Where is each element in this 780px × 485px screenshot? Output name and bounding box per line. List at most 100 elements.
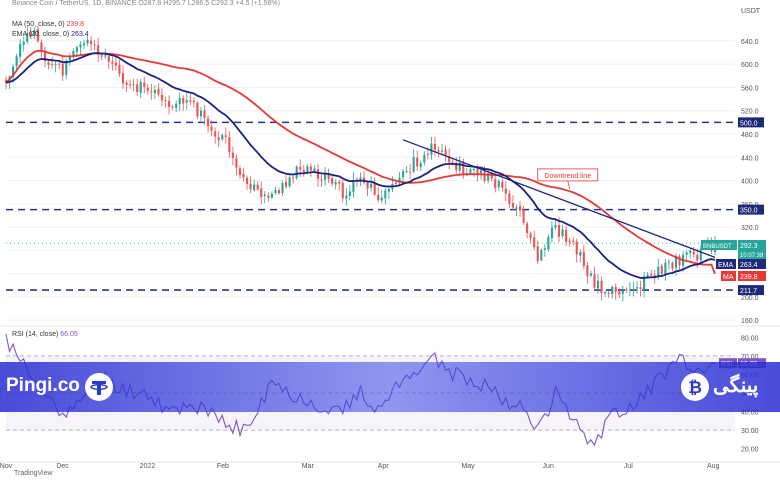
candle-body[interactable]: [635, 287, 639, 289]
candle-body[interactable]: [689, 250, 692, 253]
candle-body[interactable]: [355, 179, 359, 181]
candle-body[interactable]: [529, 233, 532, 238]
candle-body[interactable]: [696, 254, 699, 261]
candle-body[interactable]: [338, 181, 341, 184]
candle-body[interactable]: [479, 170, 483, 175]
candle-body[interactable]: [136, 84, 139, 93]
candle-body[interactable]: [433, 143, 437, 150]
candle-body[interactable]: [639, 287, 642, 289]
candle-body[interactable]: [600, 280, 603, 293]
candle-body[interactable]: [543, 248, 546, 250]
candle-body[interactable]: [189, 100, 192, 102]
candle-body[interactable]: [568, 240, 571, 242]
candle-body[interactable]: [299, 167, 302, 170]
candle-body[interactable]: [370, 183, 373, 188]
candle-body[interactable]: [401, 171, 405, 178]
candle-body[interactable]: [380, 197, 383, 201]
candle-body[interactable]: [253, 184, 256, 191]
candle-body[interactable]: [19, 44, 22, 57]
candle-body[interactable]: [522, 209, 525, 223]
candle-body[interactable]: [667, 261, 670, 263]
candle-body[interactable]: [586, 265, 589, 277]
candle-body[interactable]: [504, 188, 507, 194]
candle-body[interactable]: [674, 255, 678, 268]
candle-body[interactable]: [472, 168, 475, 170]
candle-body[interactable]: [29, 31, 32, 37]
candle-body[interactable]: [515, 207, 518, 209]
candle-body[interactable]: [79, 44, 82, 48]
candle-body[interactable]: [111, 61, 114, 64]
candle-body[interactable]: [68, 56, 71, 61]
candle-body[interactable]: [182, 98, 185, 104]
candle-body[interactable]: [196, 102, 199, 117]
candle-body[interactable]: [185, 99, 188, 103]
candle-body[interactable]: [65, 60, 68, 75]
candle-body[interactable]: [90, 40, 93, 44]
candle-body[interactable]: [43, 50, 47, 62]
rsi-legend[interactable]: RSI (14, close) 66.05: [12, 331, 78, 338]
candle-body[interactable]: [444, 149, 447, 156]
candle-body[interactable]: [561, 229, 564, 237]
candle-body[interactable]: [494, 179, 497, 189]
candle-body[interactable]: [221, 135, 224, 140]
candle-body[interactable]: [426, 153, 429, 155]
candle-body[interactable]: [132, 83, 135, 85]
candle-body[interactable]: [129, 84, 132, 86]
candle-body[interactable]: [231, 152, 234, 159]
candle-body[interactable]: [423, 154, 426, 163]
candle-body[interactable]: [572, 240, 575, 242]
candle-body[interactable]: [15, 56, 18, 66]
candle-body[interactable]: [164, 100, 167, 102]
candle-body[interactable]: [246, 177, 249, 185]
candle-body[interactable]: [341, 182, 344, 199]
candle-body[interactable]: [657, 266, 660, 278]
candle-body[interactable]: [483, 171, 486, 182]
candle-body[interactable]: [118, 64, 121, 74]
candle-body[interactable]: [579, 252, 582, 256]
candle-body[interactable]: [469, 169, 472, 173]
candle-body[interactable]: [256, 184, 259, 190]
candle-body[interactable]: [692, 251, 695, 255]
candle-body[interactable]: [228, 137, 231, 153]
level-350-tag[interactable]: 350.0: [740, 208, 758, 215]
candle-body[interactable]: [284, 181, 288, 187]
candle-body[interactable]: [150, 91, 153, 93]
candle-body[interactable]: [327, 173, 330, 180]
candle-body[interactable]: [618, 291, 621, 295]
candle-body[interactable]: [313, 168, 316, 172]
candle-body[interactable]: [235, 158, 238, 168]
candle-body[interactable]: [455, 162, 458, 171]
candle-body[interactable]: [178, 97, 181, 105]
candle-body[interactable]: [302, 170, 305, 173]
candle-body[interactable]: [260, 188, 263, 198]
candle-body[interactable]: [458, 162, 461, 171]
ma-value-tag[interactable]: 239.8: [740, 274, 758, 281]
candle-body[interactable]: [288, 177, 291, 187]
candle-body[interactable]: [199, 110, 203, 117]
ma-legend[interactable]: MA (50, close, 0) 239.8: [12, 21, 84, 28]
candle-body[interactable]: [604, 292, 607, 294]
candle-body[interactable]: [409, 171, 412, 173]
candle-body[interactable]: [593, 274, 596, 288]
candle-body[interactable]: [146, 87, 149, 91]
candle-body[interactable]: [192, 100, 195, 103]
ma-name-tag[interactable]: MA: [723, 274, 734, 281]
candle-body[interactable]: [632, 288, 635, 291]
candle-body[interactable]: [309, 166, 312, 171]
candle-body[interactable]: [306, 166, 309, 172]
candle-body[interactable]: [387, 188, 390, 192]
candle-body[interactable]: [419, 163, 422, 167]
candle-body[interactable]: [614, 286, 617, 293]
candle-body[interactable]: [451, 162, 454, 164]
candle-body[interactable]: [589, 273, 592, 276]
candle-body[interactable]: [54, 64, 57, 66]
candle-body[interactable]: [345, 195, 348, 199]
candle-body[interactable]: [671, 262, 674, 269]
countdown-tag[interactable]: 10:07:38: [740, 253, 764, 259]
candle-body[interactable]: [323, 173, 327, 180]
candle-body[interactable]: [699, 248, 702, 261]
candle-body[interactable]: [628, 289, 631, 291]
candle-body[interactable]: [316, 169, 320, 179]
candle-body[interactable]: [501, 181, 504, 188]
candle-body[interactable]: [557, 224, 561, 237]
